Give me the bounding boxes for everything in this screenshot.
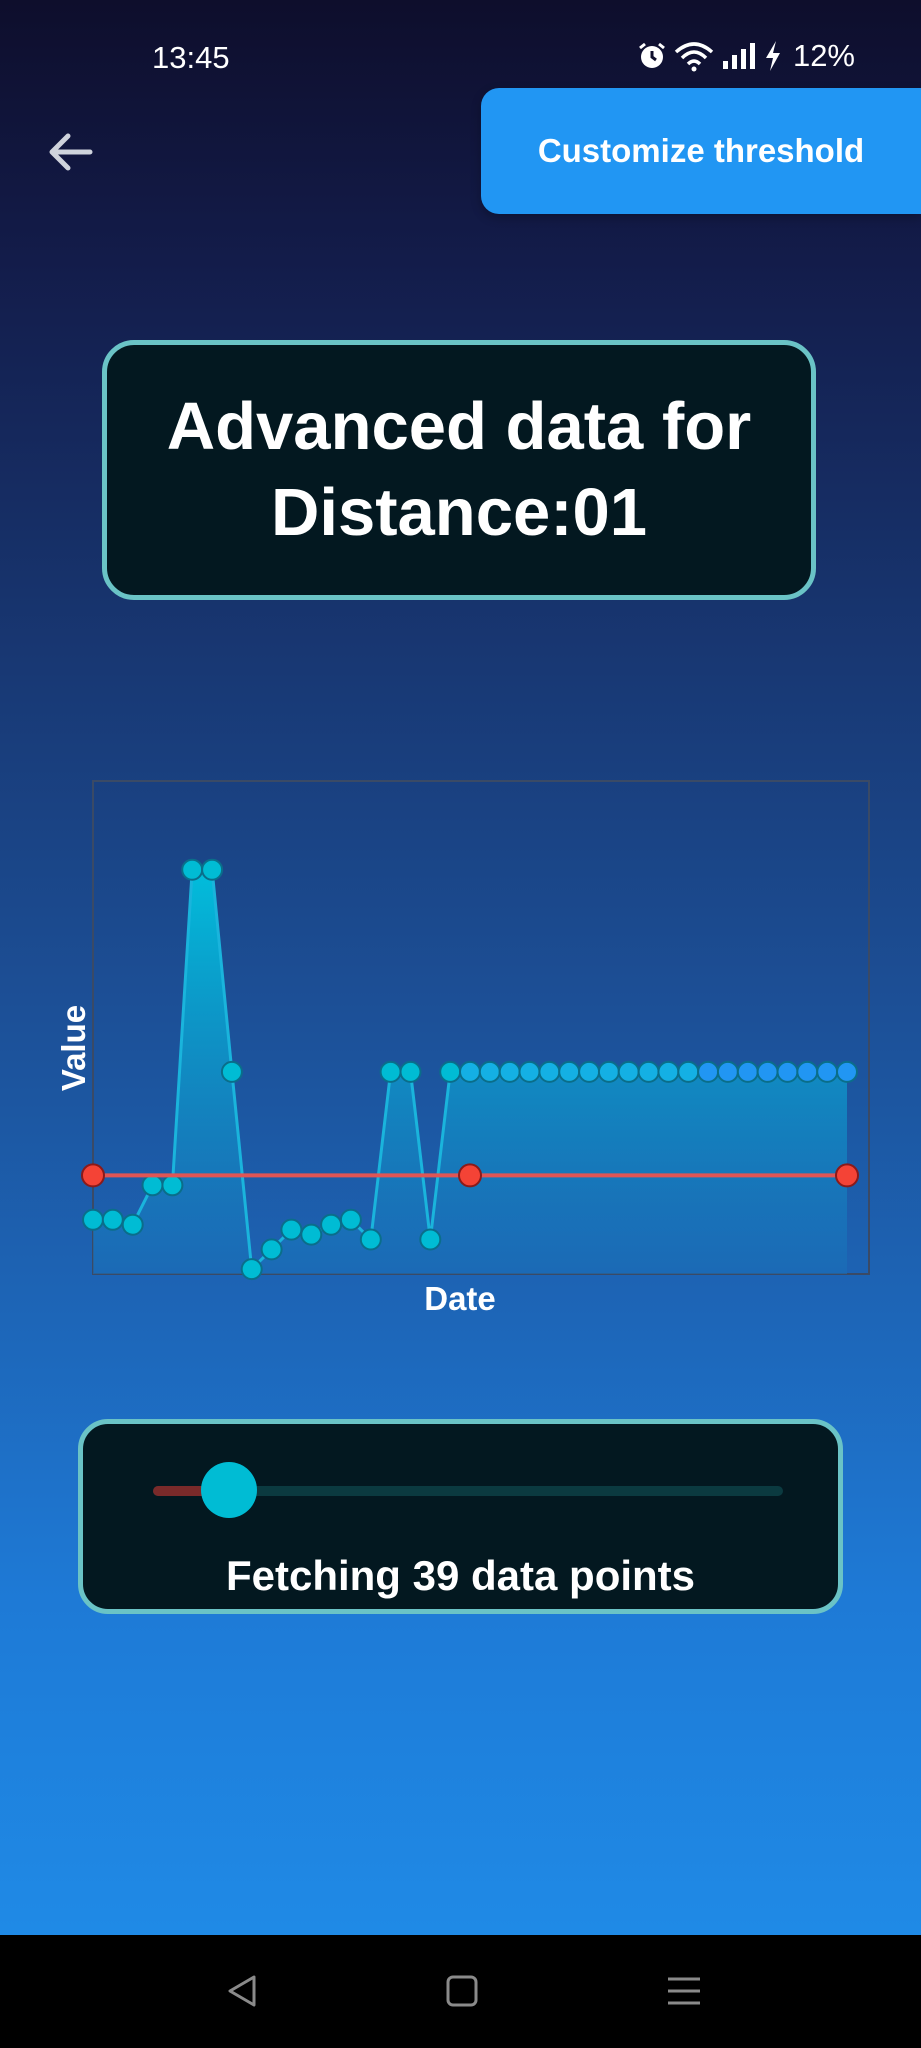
chart: Value Date [0, 770, 921, 1330]
data-point [339, 1208, 362, 1231]
customize-threshold-button[interactable]: Customize threshold [481, 88, 921, 214]
data-point [379, 1060, 402, 1083]
recents-menu-icon [668, 1977, 700, 2005]
data-point [617, 1060, 640, 1083]
data-point [359, 1228, 382, 1251]
data-point [399, 1060, 422, 1083]
data-point [716, 1060, 739, 1083]
signal-icon [721, 41, 757, 71]
data-point [459, 1060, 481, 1083]
line-chart-svg: Value Date [55, 780, 870, 1317]
slider-card: Fetching 39 data points [78, 1419, 843, 1614]
nav-home-button[interactable] [432, 1965, 492, 2017]
data-point [657, 1060, 680, 1083]
data-point [101, 1208, 124, 1231]
data-point [300, 1223, 323, 1246]
data-point [697, 1060, 720, 1083]
data-point [181, 858, 204, 881]
arrow-left-icon [49, 133, 93, 171]
data-point [260, 1238, 283, 1261]
status-time: 13:45 [152, 40, 230, 75]
status-bar: 13:45 12% [0, 0, 921, 90]
data-point [558, 1060, 581, 1083]
data-points-slider-thumb[interactable] [200, 1462, 257, 1518]
threshold-point [81, 1163, 105, 1188]
data-point [82, 1208, 104, 1231]
data-point [419, 1228, 442, 1251]
data-point [816, 1060, 839, 1083]
back-triangle-icon [228, 1975, 256, 2007]
slider-caption: Fetching 39 data points [225, 1552, 696, 1599]
data-point [121, 1213, 144, 1236]
data-point [439, 1060, 462, 1083]
x-axis-label: Date [424, 1280, 496, 1317]
nav-recents-button[interactable] [654, 1965, 714, 2017]
y-axis-label: Value [55, 1005, 92, 1091]
data-point [320, 1213, 343, 1236]
data-point [538, 1060, 561, 1083]
threshold-point [458, 1163, 482, 1188]
series-area [93, 869, 847, 1274]
slider-fill [153, 1486, 229, 1496]
data-point [201, 858, 224, 881]
data-point [478, 1060, 501, 1083]
data-point [518, 1060, 541, 1083]
data-points-slider-track[interactable] [153, 1486, 783, 1496]
data-point [736, 1060, 759, 1083]
title-card: Advanced data for Distance:01 [102, 340, 816, 600]
threshold-point [835, 1163, 859, 1188]
data-point [498, 1060, 521, 1083]
status-icons: 12% [637, 38, 855, 74]
page-title: Advanced data for Distance:01 [167, 384, 752, 556]
battery-percentage: 12% [792, 38, 855, 73]
data-point [220, 1060, 243, 1083]
data-point [637, 1060, 660, 1083]
data-point [756, 1060, 779, 1083]
data-point [240, 1258, 263, 1281]
back-button[interactable] [42, 126, 102, 178]
home-square-icon [446, 1975, 478, 2007]
nav-back-button[interactable] [212, 1965, 272, 2017]
charging-icon [763, 40, 783, 72]
alarm-icon [637, 41, 667, 71]
data-point [578, 1060, 601, 1083]
navigation-bar [0, 1935, 921, 2048]
data-point [141, 1174, 164, 1197]
page-title-line2: Distance:01 [270, 475, 648, 550]
data-point [161, 1174, 184, 1197]
data-point [280, 1218, 303, 1241]
data-point [836, 1060, 858, 1083]
data-point [677, 1060, 700, 1083]
data-point [597, 1060, 620, 1083]
data-point [796, 1060, 819, 1083]
page-title-line1: Advanced data for [166, 389, 752, 464]
wifi-icon [673, 40, 715, 72]
data-point [776, 1060, 799, 1083]
